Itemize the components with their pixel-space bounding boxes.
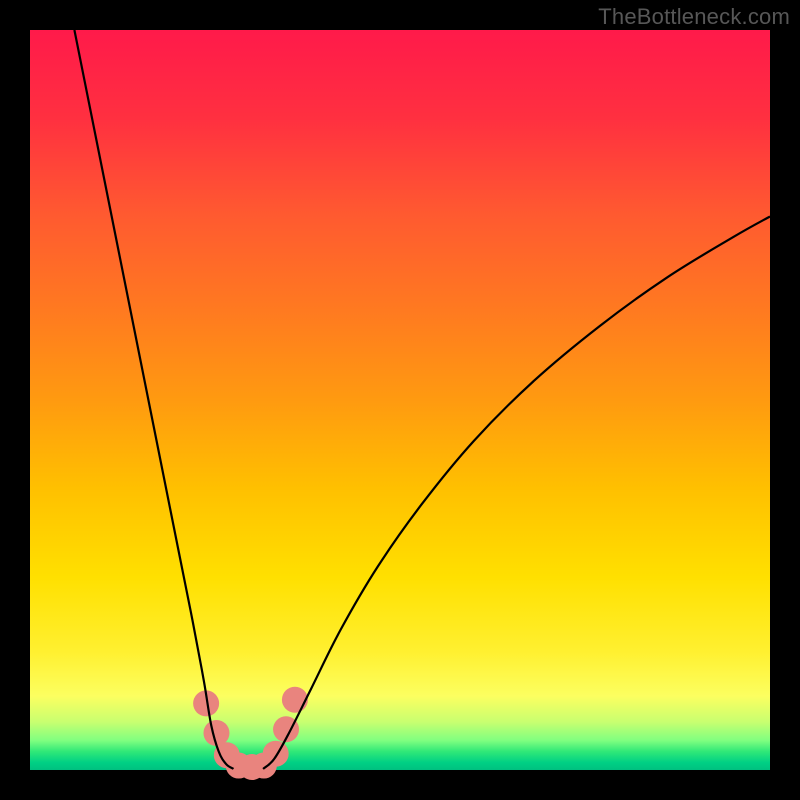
- chart-container: { "watermark": { "text": "TheBottleneck.…: [0, 0, 800, 800]
- marker-dot: [263, 741, 289, 767]
- marker-dot: [282, 687, 308, 713]
- watermark-text: TheBottleneck.com: [598, 4, 790, 30]
- bottleneck-chart: [0, 0, 800, 800]
- plot-background: [30, 30, 770, 770]
